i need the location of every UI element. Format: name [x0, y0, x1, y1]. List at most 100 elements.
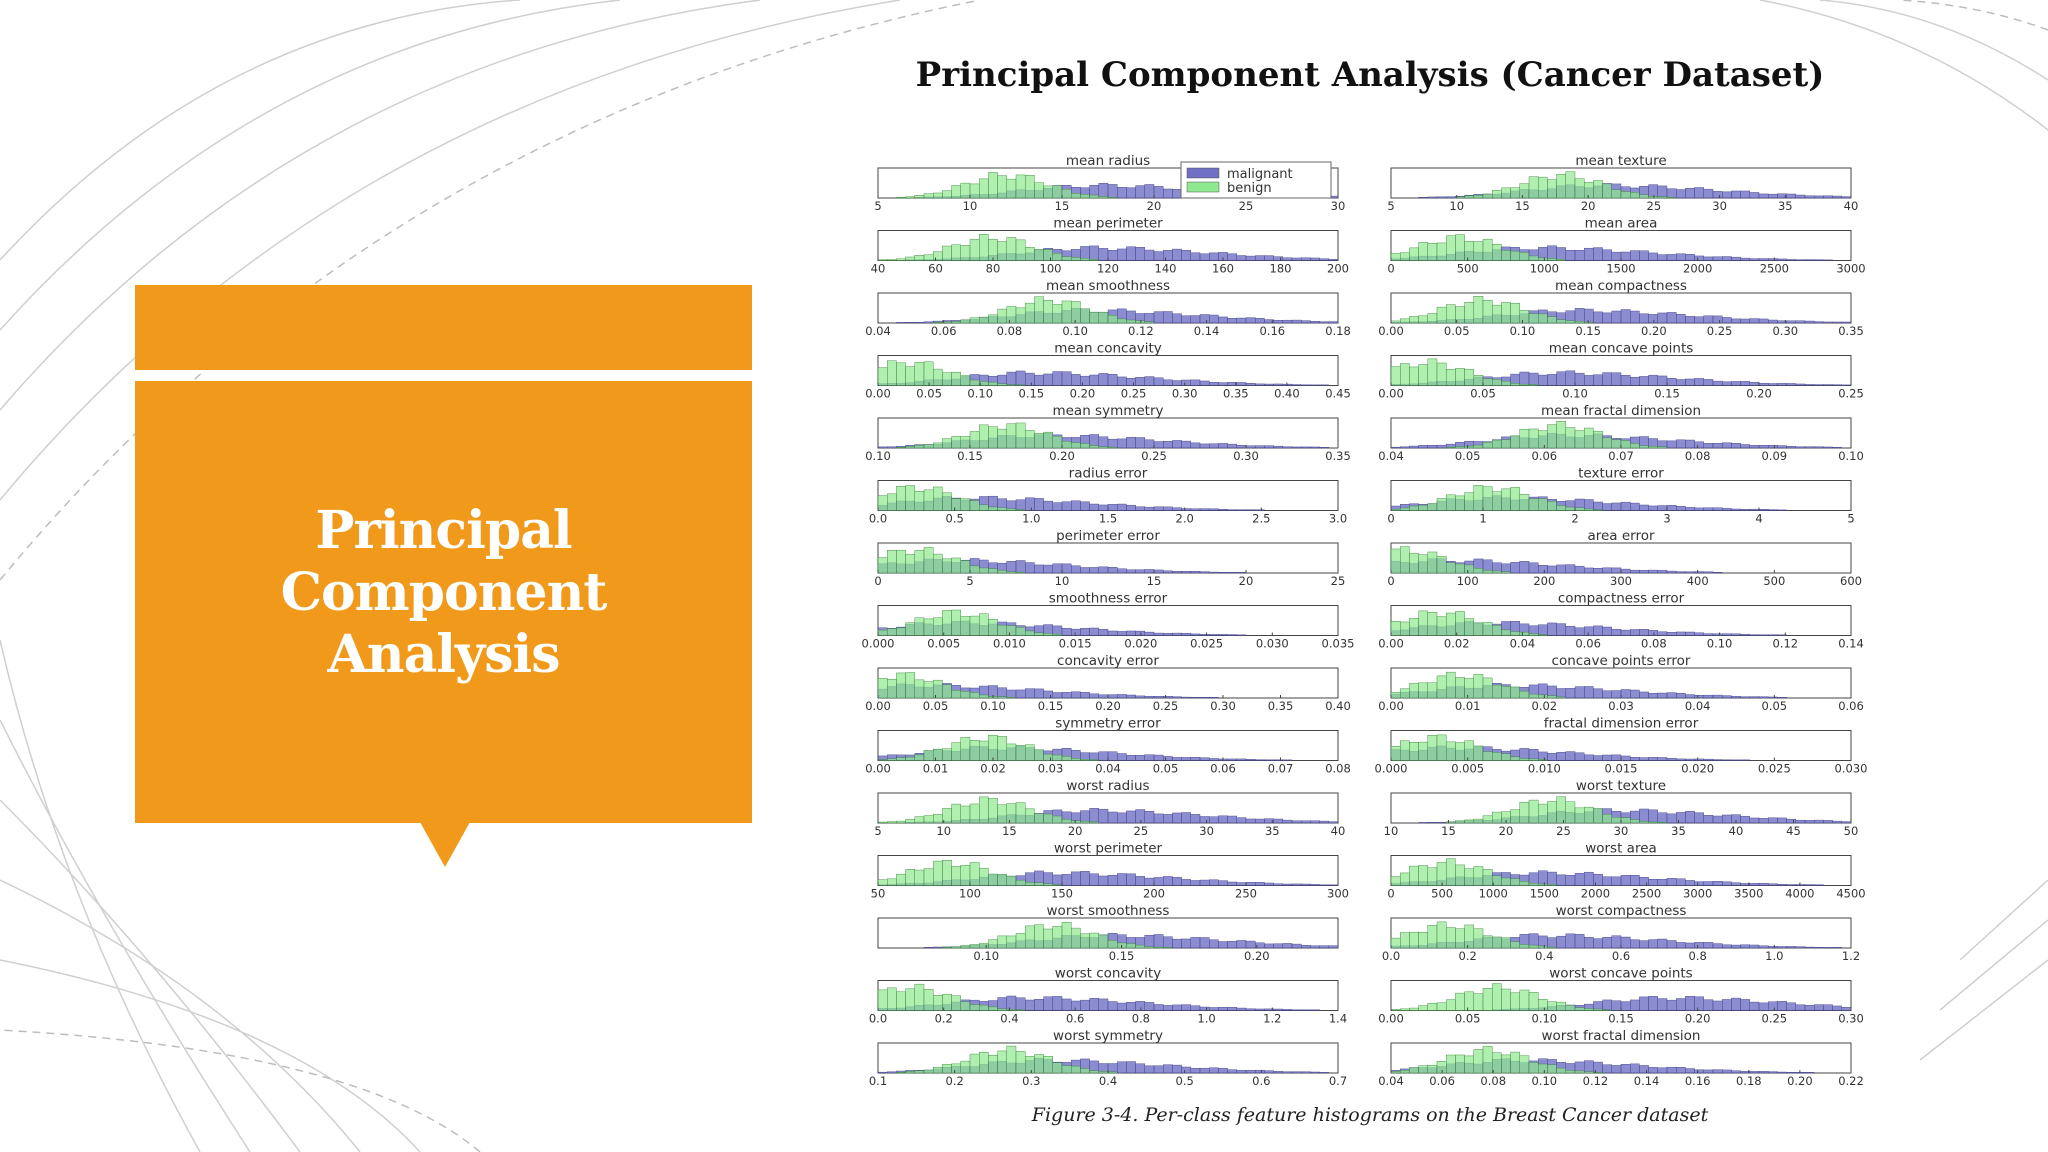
bar-malignant [1556, 688, 1566, 699]
panel-title: worst area [1585, 841, 1657, 857]
bar-malignant [1043, 690, 1054, 699]
bar-malignant [1117, 503, 1127, 511]
bar-benign [1455, 611, 1465, 636]
bar-benign [1409, 316, 1419, 324]
panel-title: worst texture [1576, 778, 1666, 794]
tick-label: 10 [963, 199, 978, 213]
bar-malignant [1519, 561, 1530, 574]
bar-benign [1015, 933, 1026, 949]
bar-benign [1501, 753, 1511, 761]
bar-benign [1418, 1065, 1428, 1074]
bar-benign [1584, 508, 1594, 511]
bar-malignant [1823, 384, 1833, 386]
bar-malignant [1740, 257, 1750, 261]
bar-malignant [1107, 250, 1118, 261]
bar-benign [1538, 634, 1548, 636]
bar-malignant [1804, 820, 1815, 824]
bar-benign [1510, 1051, 1520, 1074]
panel-title: smoothness error [1049, 591, 1168, 607]
bar-malignant [1749, 1001, 1760, 1011]
tick-label: 0.10 [1510, 324, 1536, 338]
tick-label: 0.06 [1429, 1074, 1455, 1088]
bar-malignant [1547, 565, 1557, 574]
bar-malignant [1584, 871, 1594, 886]
bar-benign [997, 624, 1008, 636]
bar-benign [1464, 368, 1474, 386]
bar-benign [988, 619, 998, 636]
bar-benign [969, 803, 980, 824]
bar-malignant [1107, 438, 1118, 449]
bar-malignant [1584, 626, 1594, 636]
tick-label: 0.00 [1378, 324, 1404, 338]
bar-malignant [1538, 870, 1548, 886]
bar-benign [1528, 1062, 1539, 1074]
tick-label: 0.20 [1746, 387, 1772, 401]
bar-benign [1436, 862, 1447, 886]
tick-label: 0.06 [1532, 449, 1558, 463]
bar-malignant [1319, 384, 1330, 386]
tick-label: 25 [1556, 824, 1571, 838]
bar-benign [914, 679, 925, 699]
tick-label: 200 [1533, 574, 1555, 588]
legend-swatch [1186, 167, 1220, 179]
bar-benign [1390, 253, 1401, 261]
bar-malignant [1749, 634, 1760, 636]
bar-malignant [1685, 507, 1695, 511]
bar-malignant [1620, 309, 1631, 324]
tick-label: 2500 [1760, 262, 1789, 276]
bar-benign [1409, 865, 1419, 886]
tick-label: 35 [1671, 824, 1686, 838]
bar-benign [1418, 1005, 1428, 1011]
bar-malignant [1209, 382, 1219, 386]
bar-malignant [1565, 688, 1576, 699]
bar-malignant [1172, 632, 1182, 636]
bar-malignant [1070, 374, 1081, 386]
bar-malignant [1804, 1072, 1815, 1074]
bar-malignant [1144, 1002, 1155, 1011]
bar-malignant [1584, 936, 1594, 949]
bar-malignant [1107, 567, 1118, 574]
bar-malignant [1823, 446, 1833, 449]
bar-benign [1593, 1072, 1603, 1074]
bar-benign [1144, 946, 1155, 949]
bar-malignant [1694, 942, 1704, 949]
section-title-line-1: Principal [315, 500, 572, 561]
bar-benign [942, 190, 952, 199]
bar-malignant [1722, 814, 1732, 824]
bar-benign [905, 988, 915, 1011]
bar-malignant [1273, 943, 1284, 949]
tick-label: 0.1 [869, 1074, 887, 1088]
bar-benign [1446, 447, 1456, 449]
bar-benign [942, 438, 952, 449]
bar-benign [923, 444, 934, 449]
bar-malignant [1731, 381, 1741, 386]
bar-malignant [1584, 567, 1594, 574]
bar-benign [1492, 684, 1502, 699]
bar-malignant [1731, 696, 1741, 699]
bar-benign [1501, 302, 1511, 324]
bar-malignant [1814, 1004, 1824, 1011]
bar-benign [988, 568, 998, 574]
bar-malignant [1685, 811, 1695, 824]
tick-label: 0.20 [1641, 324, 1667, 338]
bar-malignant [1814, 446, 1824, 449]
tick-label: 0.08 [1480, 1074, 1506, 1088]
bar-malignant [1602, 503, 1612, 511]
bar-malignant [1676, 571, 1686, 574]
bar-malignant [1390, 446, 1401, 449]
bar-benign [1436, 306, 1447, 324]
bar-malignant [1786, 383, 1796, 386]
tick-label: 0.015 [1605, 762, 1638, 776]
bar-benign [988, 1006, 998, 1011]
bar-benign [951, 498, 961, 511]
bar-benign [914, 617, 925, 636]
bar-malignant [1218, 1068, 1228, 1074]
bar-malignant [1731, 633, 1741, 636]
bar-benign [1006, 1009, 1017, 1011]
bar-benign [1473, 241, 1484, 261]
bar-malignant [1319, 1072, 1330, 1074]
bar-malignant [1685, 1068, 1695, 1074]
bar-malignant [1694, 187, 1704, 199]
bar-benign [1565, 427, 1576, 449]
bar-benign [1163, 947, 1173, 949]
